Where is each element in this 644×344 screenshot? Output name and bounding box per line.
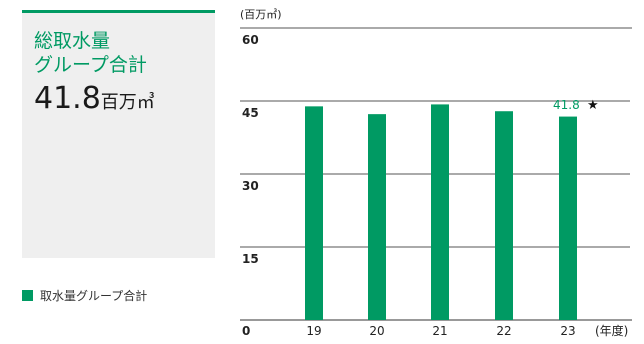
bar [368, 114, 386, 320]
bar [495, 111, 513, 320]
kpi-value-row: 41.8百万㎥ [34, 81, 155, 116]
x-unit-label: (年度) [595, 323, 628, 338]
legend-swatch [22, 290, 33, 301]
kpi-title-line1: 総取水量 [34, 30, 111, 52]
kpi-panel: 総取水量 グループ合計 41.8百万㎥ [22, 10, 215, 258]
bar-value-label: 41.8 [553, 98, 580, 112]
legend-label: 取水量グループ合計 [40, 289, 148, 303]
legend: 取水量グループ合計 [22, 287, 147, 304]
x-tick-label: 23 [560, 324, 575, 338]
kpi-title: 総取水量 グループ合計 [34, 29, 147, 77]
x-tick-label: 19 [306, 324, 321, 338]
y-unit-label: (百万㎥) [240, 8, 282, 21]
kpi-value: 41.8 [34, 81, 101, 116]
bar [559, 116, 577, 320]
kpi-unit: 百万㎥ [100, 92, 155, 113]
bar [305, 106, 323, 320]
y-tick-label: 0 [242, 324, 250, 338]
y-tick-label: 60 [242, 33, 259, 47]
y-tick-label: 30 [242, 179, 259, 193]
y-tick-label: 45 [242, 106, 259, 120]
bar [431, 104, 449, 320]
x-tick-label: 20 [369, 324, 384, 338]
kpi-title-line2: グループ合計 [34, 54, 147, 76]
y-tick-label: 15 [242, 252, 259, 266]
star-icon: ★ [587, 98, 599, 113]
x-tick-label: 22 [496, 324, 511, 338]
x-tick-label: 21 [432, 324, 447, 338]
